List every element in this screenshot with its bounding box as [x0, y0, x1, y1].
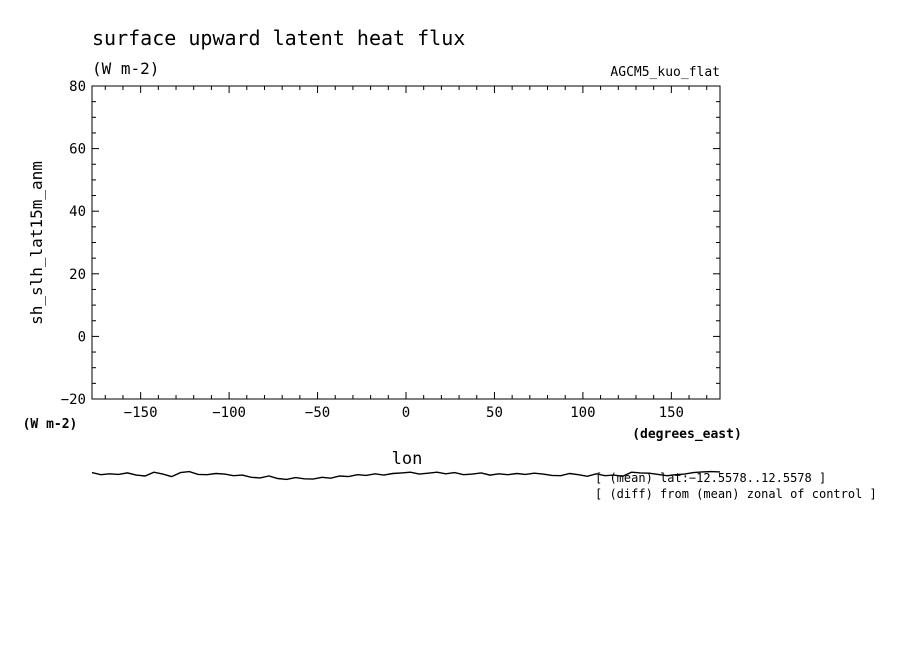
note-diff-control: [ (diff) from (mean) zonal of control ] [595, 487, 877, 501]
x-axis-label: lon [392, 449, 423, 469]
plot-frame [91, 85, 721, 400]
x-tick-label: −150 [124, 405, 158, 421]
note-mean-lat: [ (mean) lat:−12.5578..12.5578 ] [595, 471, 826, 485]
y-tick-label: 60 [69, 142, 86, 158]
y-tick-label: 20 [69, 267, 86, 283]
x-tick-label: −100 [212, 405, 246, 421]
x-tick-label: −50 [305, 405, 330, 421]
y-ticks: −20 0 20 40 60 80 [61, 79, 720, 408]
x-tick-label: 0 [402, 405, 410, 421]
chart-title: surface upward latent heat flux [92, 26, 465, 50]
x-axis-units: (degrees_east) [632, 427, 742, 442]
model-label: AGCM5_kuo_flat [610, 65, 720, 80]
x-tick-label: 50 [486, 405, 503, 421]
y-tick-label: 40 [69, 204, 86, 220]
x-tick-label: 100 [570, 405, 595, 421]
y-tick-label: 0 [78, 329, 86, 345]
y-axis-units: (W m-2) [23, 417, 78, 432]
series-group [91, 470, 721, 481]
y-tick-label: −20 [61, 392, 86, 408]
y-axis-label: sh_slh_lat15m_anm [27, 161, 46, 325]
x-tick-label: 150 [659, 405, 684, 421]
y-tick-label: 80 [69, 79, 86, 95]
x-ticks: −150 −100 −50 0 50 100 150 [124, 86, 684, 421]
minor-ticks [92, 86, 720, 399]
chart-units: (W m-2) [92, 59, 159, 78]
series-line [91, 470, 721, 481]
